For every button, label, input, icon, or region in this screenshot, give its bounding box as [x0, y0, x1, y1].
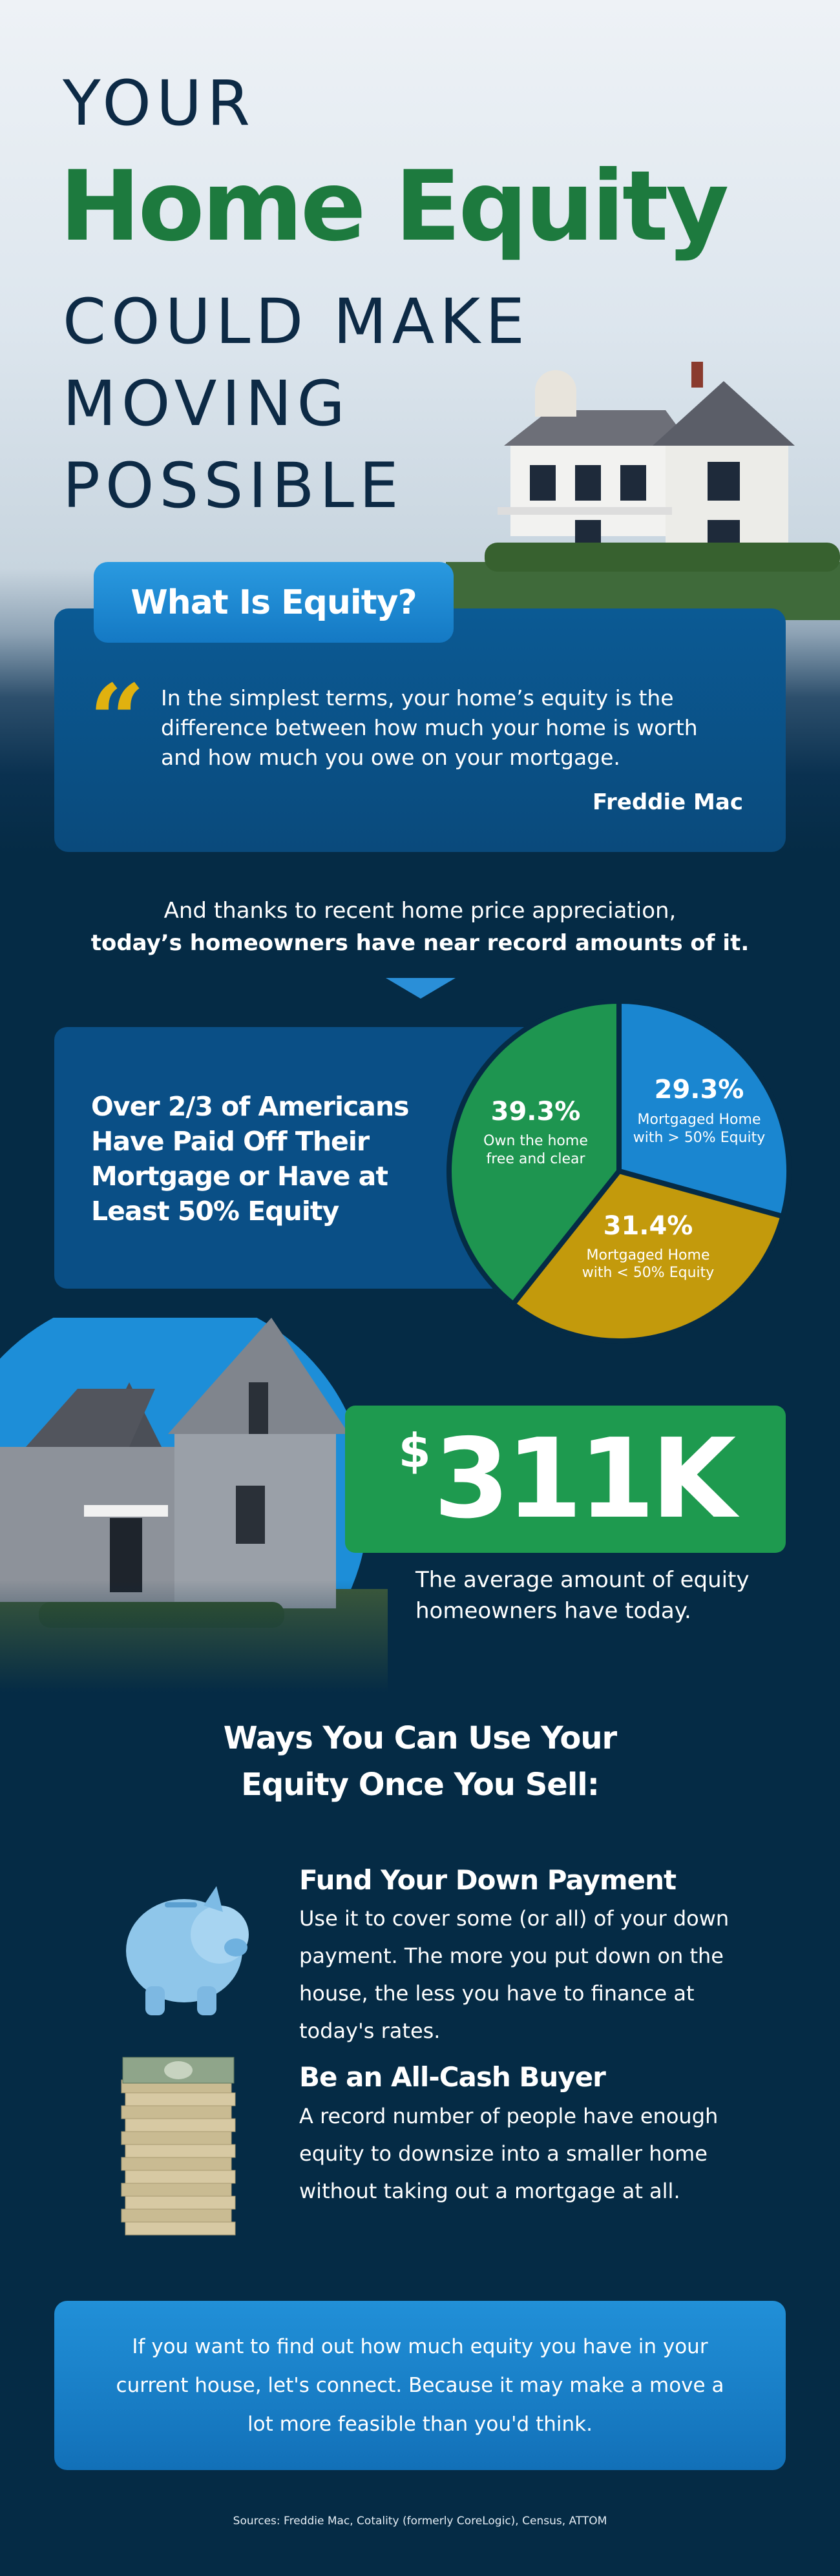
header-line-your: YOUR [63, 67, 255, 140]
pie-category-label: Mortgaged Home [638, 1112, 761, 1128]
ways-heading-line-2: Equity Once You Sell: [241, 1767, 600, 1803]
pie-category-label: with > 50% Equity [633, 1130, 766, 1146]
pie-headline: Over 2/3 of Americans Have Paid Off Thei… [91, 1091, 410, 1227]
cta-text: If you want to find out how much equity … [116, 2335, 724, 2436]
cash-stack-icon [121, 2057, 236, 2236]
header-line-possible: POSSIBLE [63, 450, 404, 522]
bill [121, 2183, 232, 2197]
item-body-all-cash: A record number of people have enough eq… [299, 2104, 719, 2203]
quote-source: Freddie Mac [592, 789, 743, 815]
intro-line-2: today’s homeowners have near record amou… [90, 930, 750, 956]
stat-caption: The average amount of equity homeowners … [415, 1567, 750, 1624]
sources-footnote: Sources: Freddie Mac, Cotality (formerly… [233, 2515, 607, 2528]
bill [121, 2208, 232, 2223]
bill [121, 2105, 232, 2119]
pie-slice [616, 998, 792, 1220]
intro-text: And thanks to recent home price apprecia… [0, 895, 840, 959]
header-line-moving: MOVING [63, 368, 350, 440]
bill [125, 2092, 236, 2106]
item-title-all-cash: Be an All-Cash Buyer [299, 2061, 606, 2093]
header-line-could-make: COULD MAKE [63, 286, 530, 358]
quote-text: In the simplest terms, your home’s equit… [161, 685, 698, 770]
item-body-down-payment: Use it to cover some (or all) of your do… [299, 1906, 730, 2043]
stat-value: 311K [433, 1415, 737, 1543]
what-is-equity-heading: What Is Equity? [94, 562, 454, 643]
bill [125, 2170, 236, 2184]
bill [125, 2221, 236, 2236]
pie-value-label: 31.4% [604, 1211, 693, 1241]
bill [125, 2118, 236, 2132]
intro-line-1: And thanks to recent home price apprecia… [163, 898, 677, 924]
quote-card [54, 608, 786, 852]
pie-category-label: with < 50% Equity [582, 1265, 715, 1281]
arrow-down-icon [386, 978, 456, 999]
house-photo-2 [0, 1318, 388, 1692]
bill [121, 2131, 232, 2145]
bill [125, 2196, 236, 2210]
ways-heading: Ways You Can Use Your Equity Once You Se… [0, 1715, 840, 1808]
item-title-down-payment: Fund Your Down Payment [299, 1864, 677, 1896]
bill [125, 2144, 236, 2158]
pie-category-label: Mortgaged Home [587, 1247, 710, 1263]
stat-currency: $ [398, 1424, 431, 1478]
ways-heading-line-1: Ways You Can Use Your [223, 1720, 617, 1756]
header-home-equity: Home Equity [59, 151, 729, 263]
pie-value-label: 29.3% [655, 1075, 744, 1105]
average-equity-stat: $ 311K [345, 1406, 786, 1553]
bill-portrait [164, 2061, 193, 2079]
cta-box: If you want to find out how much equity … [54, 2301, 786, 2470]
bill [121, 2157, 232, 2171]
house-photo-1 [446, 362, 840, 620]
piggy-bank-icon [126, 1886, 249, 2015]
quote-mark-icon: “ [89, 663, 145, 777]
